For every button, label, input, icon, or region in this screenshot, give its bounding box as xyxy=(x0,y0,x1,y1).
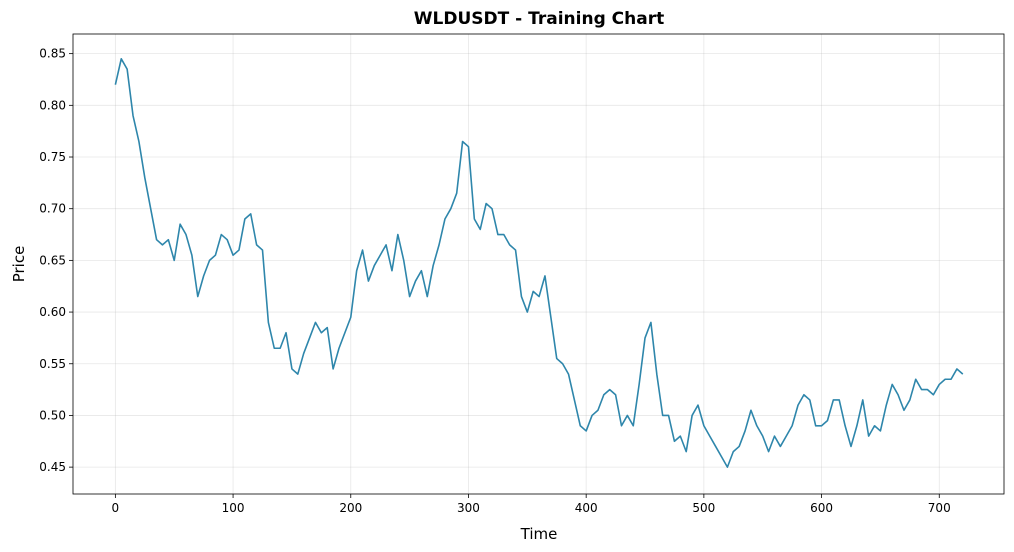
y-tick-label: 0.75 xyxy=(39,150,66,164)
x-tick-label: 400 xyxy=(575,501,598,515)
y-tick-label: 0.45 xyxy=(39,460,66,474)
x-tick-label: 200 xyxy=(339,501,362,515)
x-tick-label: 500 xyxy=(692,501,715,515)
x-tick-label: 100 xyxy=(222,501,245,515)
y-tick-label: 0.80 xyxy=(39,98,66,112)
plot-frame xyxy=(72,33,1005,495)
x-tick-label: 0 xyxy=(112,501,120,515)
y-tick-label: 0.50 xyxy=(39,408,66,422)
y-tick-label: 0.55 xyxy=(39,357,66,371)
y-tick-label: 0.60 xyxy=(39,305,66,319)
y-axis-label: Price xyxy=(10,246,28,283)
y-tick-label: 0.70 xyxy=(39,202,66,216)
x-tick-label: 700 xyxy=(928,501,951,515)
x-axis-label: Time xyxy=(520,525,558,543)
chart-title: WLDUSDT - Training Chart xyxy=(414,9,664,29)
x-tick-label: 300 xyxy=(457,501,480,515)
x-tick-label: 600 xyxy=(810,501,833,515)
price-line xyxy=(114,58,964,468)
y-tick-label: 0.85 xyxy=(39,47,66,61)
y-tick-label: 0.65 xyxy=(39,253,66,267)
